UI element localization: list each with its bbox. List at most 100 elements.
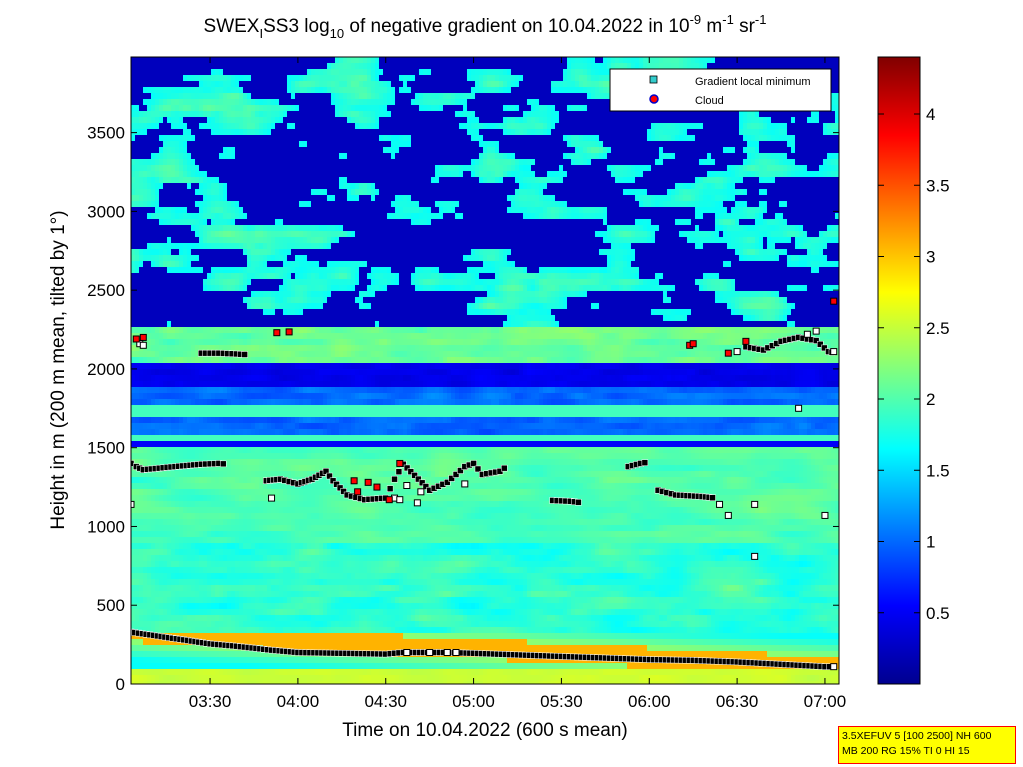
heatmap-cell — [279, 87, 284, 94]
heatmap-cell — [763, 153, 768, 160]
heatmap-cell — [359, 123, 364, 130]
heatmap-cell — [255, 141, 260, 148]
heatmap-cell — [507, 111, 512, 118]
heatmap-cell — [363, 129, 368, 136]
heatmap-cell — [447, 111, 452, 118]
heatmap-cell — [695, 159, 700, 166]
heatmap-cell — [375, 117, 380, 124]
heatmap-cell — [775, 159, 780, 166]
heatmap-cell — [379, 165, 384, 172]
heatmap-cell — [795, 141, 800, 148]
heatmap-cell — [791, 213, 796, 220]
heatmap-cell — [535, 213, 540, 220]
heatmap-cell — [243, 153, 248, 160]
heatmap-cell — [399, 213, 404, 220]
heatmap-cell — [571, 183, 576, 190]
heatmap-cell — [227, 117, 232, 124]
heatmap-cell — [195, 177, 200, 184]
heatmap-cell — [215, 207, 220, 214]
heatmap-cell — [771, 135, 776, 142]
heatmap-cell — [319, 105, 324, 112]
heatmap-cell — [527, 207, 532, 214]
heatmap-cell — [819, 171, 824, 178]
heatmap-cell — [743, 177, 748, 184]
heatmap-cell — [467, 87, 472, 94]
heatmap-cell — [259, 135, 264, 142]
heatmap-cell — [563, 81, 568, 88]
heatmap-cell — [775, 177, 780, 184]
heatmap-cell — [503, 213, 508, 220]
heatmap-cell — [503, 165, 508, 172]
heatmap-cell — [379, 75, 384, 82]
heatmap-cell — [323, 93, 328, 100]
heatmap-cell — [415, 135, 420, 142]
heatmap-cell — [495, 153, 500, 160]
heatmap-cell — [819, 219, 824, 226]
heatmap-cell — [263, 105, 268, 112]
heatmap-cell — [615, 195, 620, 202]
heatmap-cell — [755, 141, 760, 148]
heatmap-cell — [635, 171, 640, 178]
heatmap-cell — [495, 99, 500, 106]
heatmap-cell — [823, 213, 828, 220]
heatmap-cell — [267, 111, 272, 118]
heatmap-cell — [791, 219, 796, 226]
heatmap-cell — [751, 57, 756, 64]
heatmap-cell — [399, 195, 404, 202]
heatmap-cell — [587, 183, 592, 190]
heatmap-cell — [735, 201, 740, 208]
heatmap-cell — [803, 147, 808, 154]
heatmap-cell — [463, 219, 468, 226]
heatmap-cell — [307, 135, 312, 142]
heatmap-cell — [551, 75, 556, 82]
heatmap-cell — [655, 123, 660, 130]
heatmap-cell — [435, 81, 440, 88]
heatmap-cell — [831, 171, 836, 178]
heatmap-cell — [527, 171, 532, 178]
heatmap-cell — [395, 171, 400, 178]
heatmap-cell — [227, 195, 232, 202]
heatmap-cell — [555, 213, 560, 220]
heatmap-cell — [195, 165, 200, 172]
heatmap-cell — [471, 81, 476, 88]
heatmap-cell — [403, 69, 408, 76]
heatmap-cell — [155, 69, 160, 76]
heatmap-cell — [247, 129, 252, 136]
heatmap-cell — [335, 201, 340, 208]
heatmap-cell — [659, 111, 664, 118]
heatmap-cell — [451, 63, 456, 70]
heatmap-cell — [491, 63, 496, 70]
heatmap-cell — [215, 69, 220, 76]
heatmap-cell — [659, 147, 664, 154]
heatmap-cell — [487, 63, 492, 70]
heatmap-cell — [131, 105, 136, 112]
heatmap-cell — [607, 177, 612, 184]
heatmap-cell — [707, 183, 712, 190]
heatmap-cell — [511, 207, 516, 214]
heatmap-cell — [647, 177, 652, 184]
heatmap-cell — [267, 75, 272, 82]
heatmap-cell — [539, 201, 544, 208]
heatmap-cell — [403, 159, 408, 166]
heatmap-cell — [735, 111, 740, 118]
heatmap-cell — [291, 159, 296, 166]
heatmap-cell — [319, 153, 324, 160]
heatmap-cell — [743, 159, 748, 166]
heatmap-cell — [523, 99, 528, 106]
heatmap-cell — [539, 99, 544, 106]
title-sup2: -1 — [722, 12, 734, 27]
heatmap-cell — [455, 213, 460, 220]
heatmap-cell — [191, 135, 196, 142]
heatmap-cell — [811, 123, 816, 130]
heatmap-cell — [255, 207, 260, 214]
heatmap-cell — [391, 135, 396, 142]
heatmap-cell — [651, 219, 656, 226]
heatmap-cell — [815, 153, 820, 160]
heatmap-cell — [815, 177, 820, 184]
heatmap-cell — [359, 183, 364, 190]
heatmap-cell — [151, 213, 156, 220]
heatmap-cell — [547, 201, 552, 208]
heatmap-cell — [359, 75, 364, 82]
heatmap-cell — [735, 177, 740, 184]
heatmap-cell — [331, 141, 336, 148]
